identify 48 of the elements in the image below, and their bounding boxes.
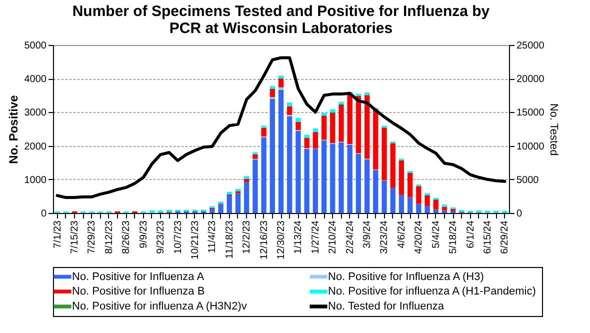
x-tick-label: 2/24/24	[344, 220, 356, 254]
x-tick-label: 1/13/24	[293, 220, 304, 254]
x-tick-label: 11/18/23	[224, 220, 236, 259]
y-tick-label: 1000	[24, 174, 47, 186]
x-tick-label: 9/9/23	[138, 220, 150, 248]
legend-label: No. Positive for Influenza A (H3)	[328, 270, 484, 283]
x-tick-label: 3/9/24	[362, 220, 374, 248]
x-tick-label: 12/16/23	[258, 220, 270, 260]
y2-tick-label: 25000	[516, 40, 545, 52]
x-tick-label: 11/4/23	[207, 220, 218, 254]
x-tick-label: 2/10/24	[328, 220, 339, 254]
x-tick-label: 4/20/24	[414, 220, 425, 254]
legend-label: No. Positive for Influenza A	[72, 270, 205, 283]
x-tick-label: 1/27/24	[310, 220, 322, 254]
y2-tick-label: 0	[516, 208, 522, 220]
x-tick-label: 12/30/23	[276, 220, 287, 260]
x-tick-label: 10/7/23	[172, 220, 184, 254]
x-tick-label: 5/4/24	[430, 220, 442, 248]
y-tick-label: 4000	[24, 74, 47, 86]
y-tick-label: 5000	[24, 40, 47, 52]
x-tick-label: 10/21/23	[190, 220, 201, 260]
x-tick-label: 8/12/23	[104, 220, 115, 254]
y2-tick-label: 20000	[516, 74, 545, 86]
x-tick-label: 12/2/23	[242, 220, 253, 254]
x-tick-label: 6/15/24	[482, 220, 494, 254]
y2-tick-label: 10000	[516, 141, 545, 152]
x-tick-label: 7/1/23	[52, 220, 64, 248]
x-tick-label: 6/29/24	[500, 220, 511, 254]
x-tick-label: 7/29/23	[86, 220, 98, 254]
legend-label: No. Positive for influenza A (H3N2)v	[72, 300, 248, 312]
legend-label: No. Tested for Influenza	[328, 300, 445, 312]
legend-label: No. Positive for influenza A (H1-Pandemic)	[328, 286, 536, 298]
x-tick-label: 6/1/24	[465, 220, 476, 248]
x-tick-label: 8/26/23	[121, 220, 132, 254]
y-tick-label: 3000	[24, 108, 47, 119]
y2-tick-label: 15000	[516, 108, 545, 119]
y2-axis-title: No. Tested	[547, 103, 560, 156]
y-tick-label: 2000	[24, 141, 47, 152]
legend-label: No. Positive for Influenza B	[72, 286, 205, 298]
y2-tick-label: 5000	[516, 174, 540, 186]
chart-title: Number of Specimens Tested and Positive for Influenza by PCR at Wisconsin Laboratories	[72, 3, 490, 37]
x-tick-label: 3/23/24	[379, 220, 390, 254]
x-tick-label: 9/23/23	[156, 220, 167, 254]
x-tick-label: 4/6/24	[396, 220, 408, 248]
y-tick-label: 0	[40, 208, 47, 220]
y-axis-title: No. Positive	[6, 94, 20, 164]
x-tick-label: 7/15/23	[70, 220, 81, 254]
x-tick-label: 5/18/24	[448, 220, 460, 254]
